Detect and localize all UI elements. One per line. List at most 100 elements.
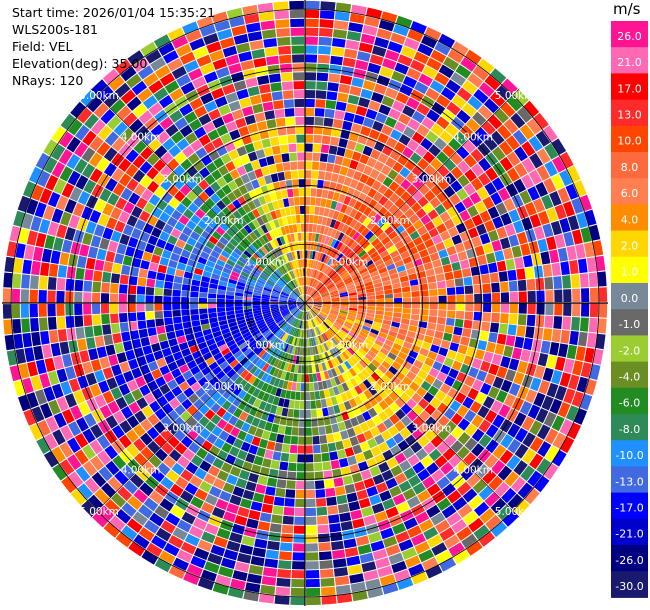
velocity-gate xyxy=(294,516,305,525)
velocity-gate xyxy=(290,307,298,313)
velocity-gate xyxy=(159,211,171,223)
velocity-gate xyxy=(125,246,136,257)
velocity-gate xyxy=(65,316,75,329)
velocity-gate xyxy=(309,250,313,259)
velocity-gate xyxy=(221,400,232,411)
velocity-gate xyxy=(198,191,210,203)
velocity-gate xyxy=(357,290,366,295)
velocity-gate xyxy=(195,387,206,398)
velocity-gate xyxy=(285,117,295,126)
velocity-gate xyxy=(330,173,339,183)
velocity-gate xyxy=(155,65,171,79)
velocity-gate xyxy=(446,101,461,116)
velocity-gate xyxy=(92,292,101,303)
velocity-gate xyxy=(595,255,606,272)
velocity-gate xyxy=(362,325,371,332)
velocity-gate xyxy=(465,49,482,65)
ring-label: 1.00km xyxy=(329,256,369,268)
velocity-gate xyxy=(517,279,527,291)
velocity-gate xyxy=(346,250,355,259)
velocity-gate xyxy=(258,349,266,358)
velocity-gate xyxy=(185,265,195,273)
velocity-gate xyxy=(296,310,301,319)
velocity-gate xyxy=(349,307,358,311)
velocity-gate xyxy=(264,222,273,232)
velocity-gate xyxy=(305,303,308,311)
velocity-gate xyxy=(159,116,174,130)
velocity-gate xyxy=(379,347,390,356)
velocity-gate xyxy=(464,169,477,182)
velocity-gate xyxy=(572,360,584,376)
velocity-gate xyxy=(298,241,302,250)
velocity-gate xyxy=(343,276,352,283)
velocity-gate xyxy=(244,264,253,272)
velocity-gate xyxy=(307,241,312,250)
velocity-gate xyxy=(263,287,272,292)
velocity-gate xyxy=(291,36,305,45)
velocity-gate xyxy=(293,318,298,327)
velocity-gate xyxy=(346,140,357,151)
velocity-gate xyxy=(394,303,403,308)
velocity-gate xyxy=(516,325,526,337)
velocity-gate xyxy=(70,101,86,118)
velocity-gate xyxy=(169,88,184,102)
velocity-gate xyxy=(244,114,256,125)
velocity-gate xyxy=(262,310,271,315)
velocity-gate xyxy=(269,230,276,240)
velocity-gate xyxy=(370,372,380,382)
velocity-gate xyxy=(336,355,344,364)
velocity-gate xyxy=(517,314,527,326)
velocity-gate xyxy=(236,165,247,176)
velocity-gate xyxy=(478,419,492,433)
velocity-gate xyxy=(431,422,444,435)
velocity-gate xyxy=(317,335,323,344)
velocity-gate xyxy=(352,244,361,253)
velocity-gate xyxy=(551,138,567,155)
velocity-gate xyxy=(443,185,456,198)
velocity-gate xyxy=(340,304,349,308)
velocity-gate xyxy=(343,112,355,123)
velocity-gate xyxy=(318,272,324,281)
velocity-gate xyxy=(295,241,300,251)
velocity-gate xyxy=(201,440,213,452)
velocity-gate xyxy=(247,31,263,42)
velocity-gate xyxy=(390,347,400,356)
velocity-gate xyxy=(346,284,355,290)
velocity-gate xyxy=(94,199,107,213)
colorbar-swatch xyxy=(611,21,648,48)
velocity-gate xyxy=(540,251,551,265)
velocity-gate xyxy=(318,533,331,543)
velocity-gate xyxy=(373,83,387,95)
velocity-gate xyxy=(65,278,75,291)
velocity-gate xyxy=(31,260,41,276)
colorbar-label: -26.0 xyxy=(615,554,643,567)
velocity-gate xyxy=(268,532,281,542)
velocity-gate xyxy=(233,386,243,396)
velocity-gate xyxy=(408,474,421,488)
velocity-gate xyxy=(405,336,415,344)
velocity-gate xyxy=(265,486,276,496)
velocity-gate xyxy=(232,332,242,339)
velocity-gate xyxy=(381,145,394,157)
velocity-gate xyxy=(342,529,355,540)
velocity-gate xyxy=(432,361,443,371)
velocity-gate xyxy=(334,110,345,120)
velocity-gate xyxy=(426,504,441,518)
velocity-gate xyxy=(474,303,483,312)
velocity-gate xyxy=(57,265,68,278)
velocity-gate xyxy=(311,308,319,315)
velocity-gate xyxy=(412,416,425,428)
velocity-gate xyxy=(107,476,123,492)
velocity-gate xyxy=(142,95,158,110)
velocity-gate xyxy=(428,367,440,378)
velocity-gate xyxy=(291,382,297,391)
velocity-gate xyxy=(340,257,349,266)
velocity-gate xyxy=(292,280,297,288)
velocity-gate xyxy=(305,498,316,508)
velocity-gate xyxy=(560,436,575,454)
velocity-gate xyxy=(425,130,439,144)
velocity-gate xyxy=(186,220,197,231)
velocity-gate xyxy=(289,0,304,10)
velocity-gate xyxy=(330,55,343,66)
velocity-gate xyxy=(289,242,294,252)
